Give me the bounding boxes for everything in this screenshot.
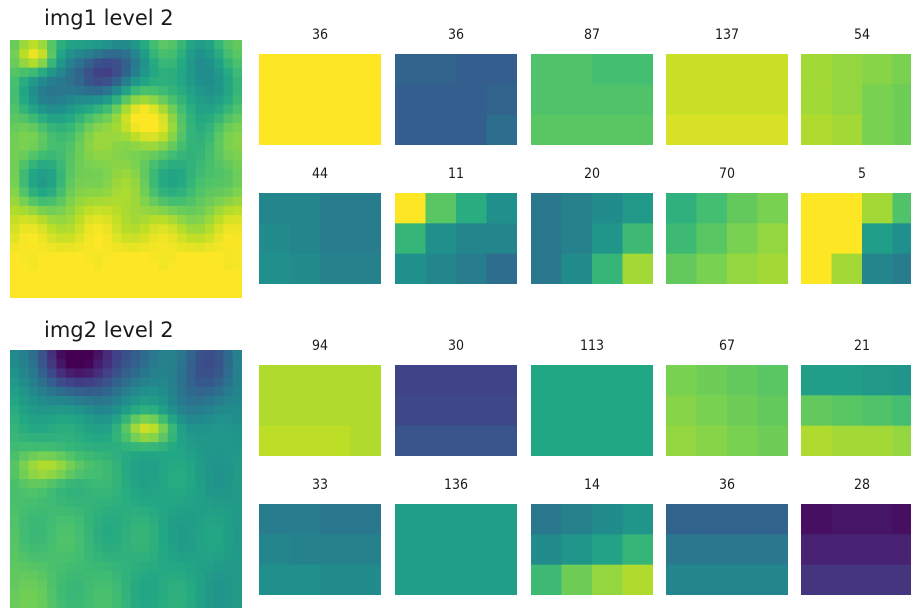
img1-tile-5: 54 [801,27,911,145]
img2-tile-9: 36 [666,477,788,595]
tile-heatmap [531,365,653,456]
tile-label: 21 [853,338,871,354]
img1-heatmap [10,40,242,298]
tile-heatmap [395,54,517,145]
tile-label: 44 [311,166,329,182]
tile-heatmap [666,504,788,595]
tile-label: 14 [583,477,601,493]
img1-tile-4: 137 [666,27,788,145]
tile-label: 36 [447,27,465,43]
tile-heatmap [531,193,653,284]
tile-heatmap [259,54,381,145]
tile-label: 36 [311,27,329,43]
tile-heatmap [395,365,517,456]
tile-label: 54 [853,27,871,43]
tile-heatmap [666,365,788,456]
tile-label: 137 [714,27,740,43]
tile-heatmap [259,365,381,456]
tile-heatmap [259,193,381,284]
img1-tile-8: 20 [531,166,653,284]
tile-label: 136 [443,477,469,493]
tile-label: 20 [583,166,601,182]
img2-heatmap [10,350,242,608]
img1-tile-7: 11 [395,166,517,284]
tile-heatmap [801,504,911,595]
tile-label: 70 [718,166,736,182]
img2-tile-4: 67 [666,338,788,456]
tile-heatmap [395,193,517,284]
tile-heatmap [666,54,788,145]
tile-label: 113 [579,338,605,354]
img2-tile-6: 33 [259,477,381,595]
tile-heatmap [801,54,911,145]
tile-label: 5 [857,166,866,182]
img1-tile-2: 36 [395,27,517,145]
tile-label: 28 [853,477,871,493]
img1-tile-10: 5 [801,166,911,284]
img1-tile-6: 44 [259,166,381,284]
img2-tile-1: 94 [259,338,381,456]
tile-label: 30 [447,338,465,354]
tile-heatmap [259,504,381,595]
tile-label: 33 [311,477,329,493]
img1-title: img1 level 2 [44,6,174,30]
tile-label: 94 [311,338,329,354]
tile-label: 87 [583,27,601,43]
img1-tile-9: 70 [666,166,788,284]
tile-heatmap [531,504,653,595]
img2-tile-10: 28 [801,477,911,595]
img2-title: img2 level 2 [44,318,174,342]
tile-label: 67 [718,338,736,354]
img2-tile-8: 14 [531,477,653,595]
tile-label: 36 [718,477,736,493]
tile-heatmap [395,504,517,595]
img2-tile-5: 21 [801,338,911,456]
tile-heatmap [801,193,911,284]
img2-tile-2: 30 [395,338,517,456]
img1-tile-3: 87 [531,27,653,145]
img1-tile-1: 36 [259,27,381,145]
tile-label: 11 [447,166,465,182]
tile-heatmap [801,365,911,456]
img2-tile-7: 136 [395,477,517,595]
tile-heatmap [666,193,788,284]
img2-tile-3: 113 [531,338,653,456]
tile-heatmap [531,54,653,145]
